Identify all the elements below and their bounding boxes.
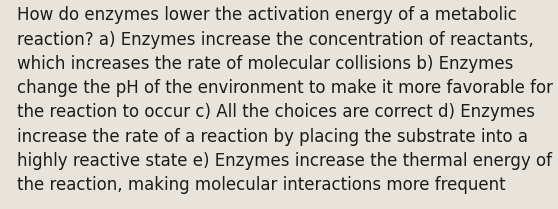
Text: How do enzymes lower the activation energy of a metabolic
reaction? a) Enzymes i: How do enzymes lower the activation ener… [17,6,553,194]
